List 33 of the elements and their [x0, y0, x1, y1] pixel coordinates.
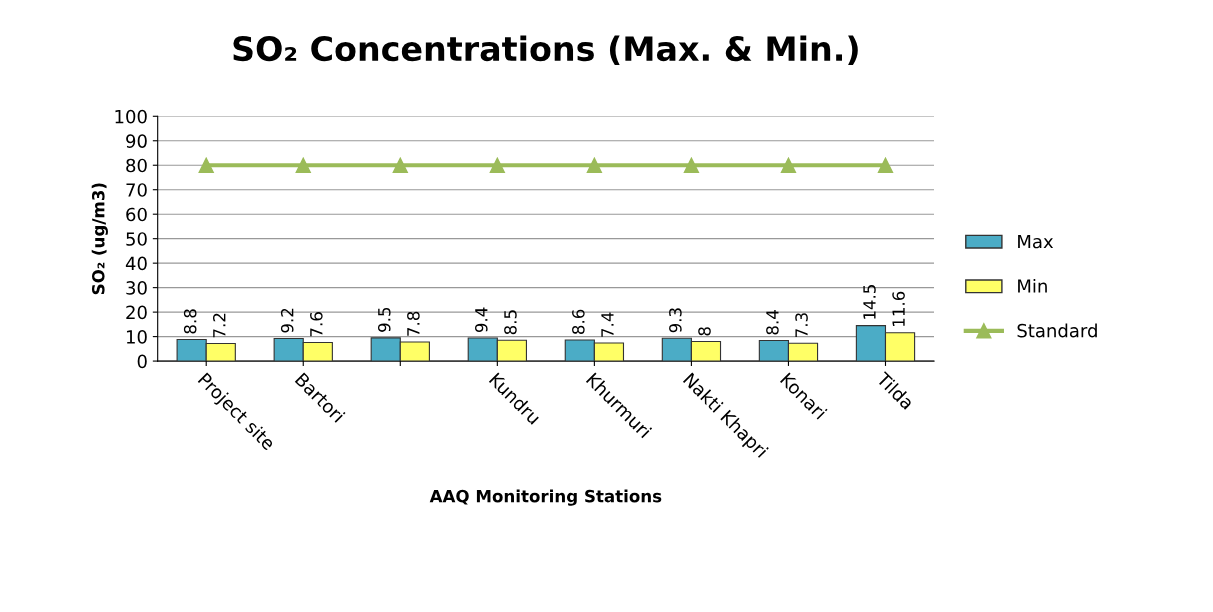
y-tick-label: 0: [137, 354, 147, 369]
legend-label: Standard: [1017, 323, 1097, 338]
y-tick-label: 80: [126, 158, 147, 173]
data-label: 7.2: [213, 313, 226, 338]
legend-label: Max: [1018, 234, 1054, 249]
data-label: 8.4: [766, 310, 779, 335]
y-axis-title: SO₂ (ug/m3): [91, 183, 108, 295]
data-label: 7.4: [601, 312, 614, 337]
x-axis-title: AAQ Monitoring Stations: [429, 489, 662, 506]
data-label: 7.6: [310, 312, 323, 337]
data-label: 8.5: [504, 310, 517, 335]
y-tick-label: 100: [115, 109, 147, 124]
data-label: 11.6: [892, 291, 905, 326]
data-label: 9.3: [669, 308, 682, 333]
data-label: 9.5: [377, 307, 391, 332]
data-label: 7.8: [407, 311, 420, 336]
data-label: 8: [698, 327, 711, 336]
data-label: 9.4: [475, 307, 488, 333]
data-label: 8.8: [183, 309, 197, 334]
y-tick-label: 30: [126, 281, 147, 295]
data-label: 14.5: [863, 285, 876, 319]
data-label: 7.3: [795, 313, 808, 337]
data-label: 8.6: [572, 309, 585, 334]
y-tick-label: 50: [126, 232, 147, 246]
y-tick-label: 60: [126, 207, 147, 222]
chart-title: SO₂ Concentrations (Max. & Min.): [233, 35, 858, 66]
legend-label: Min: [1018, 278, 1047, 293]
y-tick-label: 20: [126, 305, 147, 320]
data-label: 9.2: [280, 308, 294, 333]
y-tick-label: 90: [126, 134, 147, 148]
y-tick-label: 40: [125, 256, 147, 271]
y-tick-label: 10: [126, 330, 147, 344]
y-tick-label: 70: [126, 183, 147, 197]
